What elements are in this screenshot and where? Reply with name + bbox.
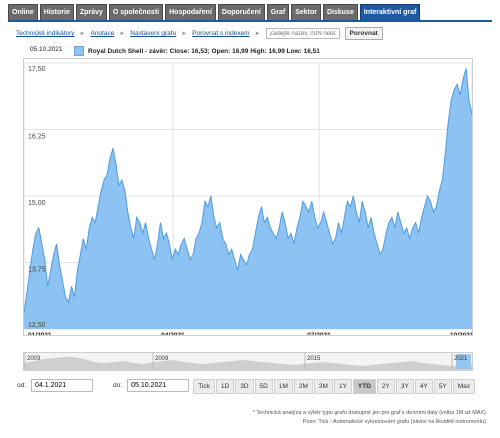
- range-ytd-button[interactable]: YTD: [352, 379, 376, 394]
- tab-doporuceni[interactable]: Doporučení: [217, 4, 265, 21]
- tab-sektor[interactable]: Sektor: [291, 4, 321, 21]
- x-tick-label: 07/2021: [307, 332, 331, 335]
- x-tick-label: 04/2021: [161, 332, 185, 335]
- to-date-input[interactable]: [127, 379, 190, 392]
- range-5y-button[interactable]: 5Y: [433, 379, 452, 394]
- annotations-link[interactable]: Anotace: [90, 30, 115, 37]
- compare-search-input[interactable]: [265, 28, 340, 39]
- navigator-year-label: 2003: [27, 356, 41, 362]
- range-buttons: Tick 1D 3D 5D 1M 2M 3M 1Y YTD 2Y 3Y 4Y 5…: [193, 379, 475, 394]
- tab-online[interactable]: Online: [8, 4, 38, 21]
- tab-o-spolecnosti[interactable]: O společnosti: [108, 4, 164, 21]
- range-4y-button[interactable]: 4Y: [414, 379, 433, 394]
- range-3m-button[interactable]: 3M: [313, 379, 333, 394]
- navigator-history: [24, 357, 472, 370]
- technical-indicators-link[interactable]: Technické indikátory: [16, 30, 75, 37]
- separator-arrow: ►: [254, 30, 261, 37]
- tab-graf[interactable]: Graf: [266, 4, 290, 21]
- price-chart-svg: 12,50 13,75 15,00 16,25 17,50 01/2021 04/2021 0…: [24, 62, 472, 335]
- tab-historie[interactable]: Historie: [39, 4, 74, 21]
- chart-toolbar: Technické indikátory ► Anotace ► Nastave…: [16, 27, 383, 40]
- from-date-input[interactable]: [31, 379, 94, 392]
- compare-index-link[interactable]: Porovnat s indexem: [192, 30, 250, 37]
- x-tick-label: 01/2021: [28, 332, 52, 335]
- legend-swatch: [74, 46, 84, 56]
- navigator-year-label: 2009: [155, 356, 169, 362]
- chart-legend: Royal Dutch Shell - závěr: Close: 16,53;…: [74, 46, 320, 56]
- range-3d-button[interactable]: 3D: [235, 379, 254, 394]
- separator-arrow: ►: [181, 30, 188, 37]
- tab-underline: [8, 20, 492, 22]
- footnote-tick: Pozn: Tick - Automatické vykreslování gr…: [302, 419, 486, 425]
- range-tick-button[interactable]: Tick: [193, 379, 215, 394]
- date-range-row: od: do:: [17, 379, 190, 392]
- y-tick-label: 12,50: [28, 322, 46, 329]
- navigator-year-label: 2021: [454, 356, 468, 362]
- tab-bar: Online Historie Zprávy O společnosti Hos…: [8, 4, 421, 21]
- price-area: [24, 68, 472, 330]
- y-tick-label: 15,00: [28, 200, 46, 207]
- tab-hospodareni[interactable]: Hospodaření: [165, 4, 216, 21]
- y-tick-label: 13,75: [28, 267, 46, 274]
- chart-settings-link[interactable]: Nastavení grafu: [130, 30, 177, 37]
- tab-diskuse[interactable]: Diskuse: [323, 4, 358, 21]
- compare-button[interactable]: Porovnat: [344, 27, 383, 40]
- footnote-technical-analysis: * Technická analýza a výběr typu grafu d…: [252, 410, 486, 416]
- to-label: do:: [113, 382, 123, 389]
- y-tick-label: 16,25: [28, 134, 46, 141]
- navigator-year-label: 2015: [307, 356, 321, 362]
- tab-interaktivni-graf[interactable]: Interaktivní graf: [359, 4, 421, 21]
- range-2m-button[interactable]: 2M: [293, 379, 313, 394]
- from-label: od:: [17, 382, 27, 389]
- separator-arrow: ►: [79, 30, 86, 37]
- range-max-button[interactable]: Max: [452, 379, 475, 394]
- range-1d-button[interactable]: 1D: [215, 379, 235, 394]
- y-tick-label: 17,50: [28, 66, 46, 73]
- x-tick-label: 10/2021: [450, 332, 472, 335]
- range-5d-button[interactable]: 5D: [254, 379, 273, 394]
- tab-zpravy[interactable]: Zprávy: [75, 4, 107, 21]
- navigator-svg: 2003 2009 2015 2021: [24, 353, 472, 370]
- legend-text: Royal Dutch Shell - závěr: Close: 16,53;…: [88, 47, 320, 55]
- range-navigator[interactable]: 2003 2009 2015 2021: [23, 352, 473, 371]
- price-line: [24, 68, 472, 314]
- current-date: 05.10.2021: [30, 46, 63, 53]
- price-chart[interactable]: 12,50 13,75 15,00 16,25 17,50 01/2021 04/2021 0…: [23, 58, 473, 336]
- range-1y-button[interactable]: 1Y: [333, 379, 352, 394]
- range-3y-button[interactable]: 3Y: [395, 379, 414, 394]
- range-1m-button[interactable]: 1M: [273, 379, 293, 394]
- range-2y-button[interactable]: 2Y: [376, 379, 395, 394]
- navigator-selection[interactable]: [456, 354, 471, 369]
- separator-arrow: ►: [119, 30, 126, 37]
